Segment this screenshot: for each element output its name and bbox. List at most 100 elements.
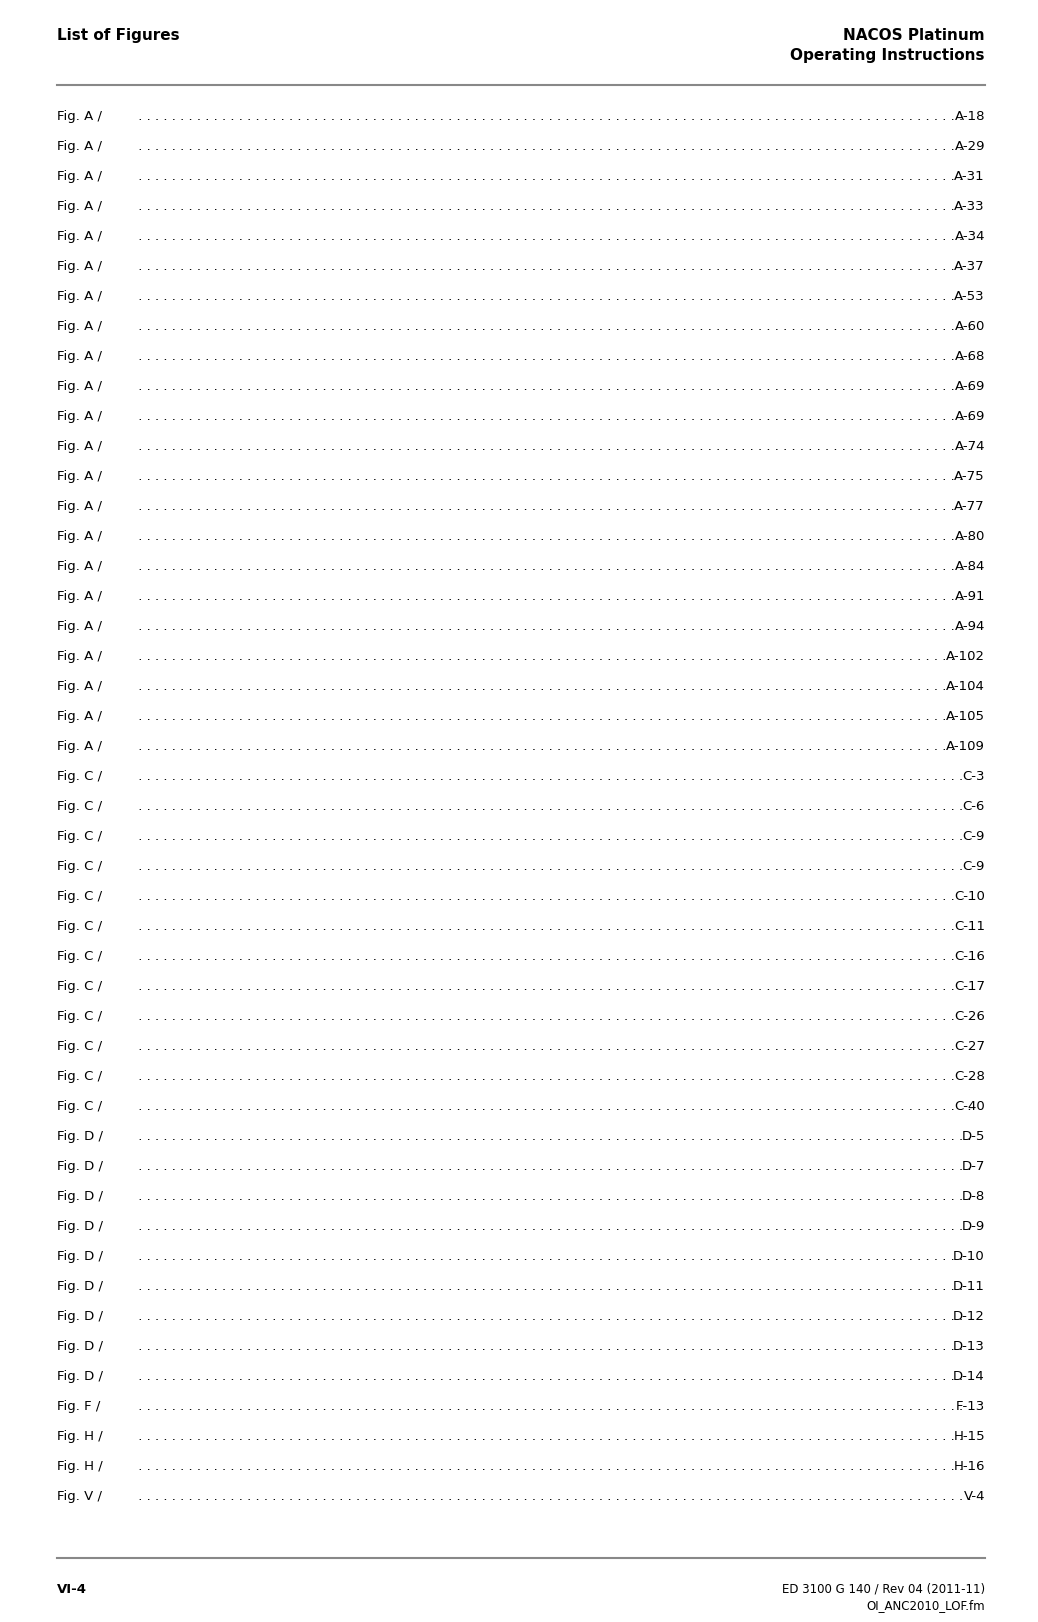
Text: C-10: C-10: [954, 890, 985, 903]
Text: V-4: V-4: [963, 1491, 985, 1504]
Text: 1: 1: [130, 770, 147, 783]
Text: 1: 1: [130, 1491, 147, 1504]
Text: C-28: C-28: [954, 1071, 985, 1083]
Text: C-11: C-11: [954, 920, 985, 933]
Text: A-69: A-69: [955, 410, 985, 423]
Text: A-84: A-84: [955, 560, 985, 573]
Text: Fig. H /: Fig. H /: [57, 1460, 103, 1473]
Text: Fig. A /: Fig. A /: [57, 290, 102, 303]
Text: Fig. D /: Fig. D /: [57, 1280, 103, 1293]
Text: 9: 9: [130, 1371, 146, 1384]
Text: . . . . . . . . . . . . . . . . . . . . . . . . . . . . . . . . . . . . . . . . : . . . . . . . . . . . . . . . . . . . . …: [134, 590, 972, 603]
Text: Fig. C /: Fig. C /: [57, 800, 102, 813]
Text: . . . . . . . . . . . . . . . . . . . . . . . . . . . . . . . . . . . . . . . . : . . . . . . . . . . . . . . . . . . . . …: [134, 710, 972, 723]
Text: . . . . . . . . . . . . . . . . . . . . . . . . . . . . . . . . . . . . . . . . : . . . . . . . . . . . . . . . . . . . . …: [134, 830, 972, 843]
Text: 7: 7: [130, 1311, 147, 1324]
Text: Docking Display: Docking Display: [158, 1191, 266, 1204]
Text: . . . . . . . . . . . . . . . . . . . . . . . . . . . . . . . . . . . . . . . . : . . . . . . . . . . . . . . . . . . . . …: [134, 950, 972, 963]
Text: . . . . . . . . . . . . . . . . . . . . . . . . . . . . . . . . . . . . . . . . : . . . . . . . . . . . . . . . . . . . . …: [134, 470, 972, 483]
Text: . . . . . . . . . . . . . . . . . . . . . . . . . . . . . . . . . . . . . . . . : . . . . . . . . . . . . . . . . . . . . …: [134, 410, 972, 423]
Text: Fig. C /: Fig. C /: [57, 950, 102, 963]
Text: Conning Display: Conning Display: [158, 1160, 267, 1173]
Text: . . . . . . . . . . . . . . . . . . . . . . . . . . . . . . . . . . . . . . . . : . . . . . . . . . . . . . . . . . . . . …: [134, 1460, 972, 1473]
Text: 5: 5: [130, 1251, 147, 1264]
Text: Checking the Trial Manoeuvre.: Checking the Trial Manoeuvre.: [158, 500, 360, 513]
Text: AIS Message List after receiving a new safety message: AIS Message List after receiving a new s…: [158, 1400, 524, 1413]
Text: The Rate of Turn Indication: The Rate of Turn Indication: [158, 1280, 337, 1293]
Text: 20: 20: [130, 560, 152, 573]
Text: 12: 12: [130, 320, 152, 333]
Text: Fig. A /: Fig. A /: [57, 350, 102, 363]
Text: A-104: A-104: [946, 680, 985, 693]
Text: 26: 26: [130, 740, 152, 753]
Text: . . . . . . . . . . . . . . . . . . . . . . . . . . . . . . . . . . . . . . . . : . . . . . . . . . . . . . . . . . . . . …: [134, 500, 972, 513]
Text: A-68: A-68: [955, 350, 985, 363]
Text: Nautical Charts Editor - Overview: Nautical Charts Editor - Overview: [158, 1431, 380, 1444]
Text: A-77: A-77: [954, 500, 985, 513]
Text: . . . . . . . . . . . . . . . . . . . . . . . . . . . . . . . . . . . . . . . . : . . . . . . . . . . . . . . . . . . . . …: [134, 1251, 972, 1264]
Text: 11: 11: [130, 1071, 152, 1083]
Text: Overview of the Conning screen: Overview of the Conning screen: [158, 1131, 373, 1144]
Text: 10: 10: [130, 1040, 152, 1053]
Text: 9: 9: [130, 1011, 146, 1023]
Text: Generating the Chart Alarm with the Guard Sector (example: Safety Contour alarm): Generating the Chart Alarm with the Guar…: [158, 1100, 717, 1113]
Text: . . . . . . . . . . . . . . . . . . . . . . . . . . . . . . . . . . . . . . . . : . . . . . . . . . . . . . . . . . . . . …: [134, 1160, 972, 1173]
Text: Conning Sidebar in the Permanent Area: Conning Sidebar in the Permanent Area: [158, 1311, 422, 1324]
Text: An Overview of the Permanent Area of the RADAR: An Overview of the Permanent Area of the…: [158, 260, 491, 272]
Text: Fig. A /: Fig. A /: [57, 590, 102, 603]
Text: . . . . . . . . . . . . . . . . . . . . . . . . . . . . . . . . . . . . . . . . : . . . . . . . . . . . . . . . . . . . . …: [134, 260, 972, 272]
Text: Reduced Range of First Detection in Dependance or Precipitation in S-Band: Reduced Range of First Detection in Depe…: [158, 110, 659, 123]
Text: Zoom and Pan Control: Zoom and Pan Control: [158, 230, 306, 243]
Text: 23: 23: [130, 650, 152, 663]
Text: C-17: C-17: [954, 980, 985, 993]
Text: 5: 5: [130, 110, 147, 123]
Text: Fig. V /: Fig. V /: [57, 1491, 102, 1504]
Text: The Alarm List of Conning: The Alarm List of Conning: [158, 1371, 330, 1384]
Text: Conning application area for automation data: Conning application area for automation …: [158, 1251, 463, 1264]
Text: Operating Instructions: Operating Instructions: [791, 49, 985, 63]
Text: . . . . . . . . . . . . . . . . . . . . . . . . . . . . . . . . . . . . . . . . : . . . . . . . . . . . . . . . . . . . . …: [134, 530, 972, 543]
Text: Fig. D /: Fig. D /: [57, 1371, 103, 1384]
Text: . . . . . . . . . . . . . . . . . . . . . . . . . . . . . . . . . . . . . . . . : . . . . . . . . . . . . . . . . . . . . …: [134, 230, 972, 243]
Text: 6: 6: [130, 920, 146, 933]
Text: 2: 2: [130, 1160, 147, 1173]
Text: 9: 9: [130, 230, 146, 243]
Text: Fig. A /: Fig. A /: [57, 740, 102, 753]
Text: D-5: D-5: [961, 1131, 985, 1144]
Text: 13: 13: [130, 350, 152, 363]
Text: Fig. C /: Fig. C /: [57, 1040, 102, 1053]
Text: . . . . . . . . . . . . . . . . . . . . . . . . . . . . . . . . . . . . . . . . : . . . . . . . . . . . . . . . . . . . . …: [134, 860, 972, 873]
Text: Fig. A /: Fig. A /: [57, 500, 102, 513]
Text: Conning Home Waypoint List: Conning Home Waypoint List: [158, 1220, 351, 1233]
Text: A-75: A-75: [954, 470, 985, 483]
Text: 8: 8: [130, 1340, 146, 1353]
Text: . . . . . . . . . . . . . . . . . . . . . . . . . . . . . . . . . . . . . . . . : . . . . . . . . . . . . . . . . . . . . …: [134, 920, 972, 933]
Text: 1: 1: [130, 1131, 147, 1144]
Text: C-27: C-27: [954, 1040, 985, 1053]
Text: A-29: A-29: [955, 139, 985, 152]
Text: A-34: A-34: [955, 230, 985, 243]
Text: 2: 2: [130, 800, 147, 813]
Text: A-53: A-53: [954, 290, 985, 303]
Text: C-3: C-3: [962, 770, 985, 783]
Text: 22: 22: [130, 620, 152, 633]
Text: Fig. C /: Fig. C /: [57, 860, 102, 873]
Text: 10: 10: [130, 260, 152, 272]
Text: Diagram of the depth contour system: Diagram of the depth contour system: [158, 680, 410, 693]
Text: A-60: A-60: [955, 320, 985, 333]
Text: C-9: C-9: [962, 830, 985, 843]
Text: Fig. C /: Fig. C /: [57, 770, 102, 783]
Text: 14: 14: [130, 380, 152, 393]
Text: Fig. A /: Fig. A /: [57, 680, 102, 693]
Text: Route Editing - Context Menu: Route Editing - Context Menu: [158, 950, 354, 963]
Text: A-31: A-31: [954, 170, 985, 183]
Text: H-15: H-15: [953, 1431, 985, 1444]
Text: Display of Route Data: Display of Route Data: [158, 920, 303, 933]
Text: . . . . . . . . . . . . . . . . . . . . . . . . . . . . . . . . . . . . . . . . : . . . . . . . . . . . . . . . . . . . . …: [134, 1280, 972, 1293]
Text: Selecting a cell: Selecting a cell: [158, 1460, 260, 1473]
Text: . . . . . . . . . . . . . . . . . . . . . . . . . . . . . . . . . . . . . . . . : . . . . . . . . . . . . . . . . . . . . …: [134, 980, 972, 993]
Text: Fig. A /: Fig. A /: [57, 139, 102, 152]
Text: Alarm Indications.: Alarm Indications.: [158, 1491, 278, 1504]
Text: . . . . . . . . . . . . . . . . . . . . . . . . . . . . . . . . . . . . . . . . : . . . . . . . . . . . . . . . . . . . . …: [134, 1371, 972, 1384]
Text: A-80: A-80: [955, 530, 985, 543]
